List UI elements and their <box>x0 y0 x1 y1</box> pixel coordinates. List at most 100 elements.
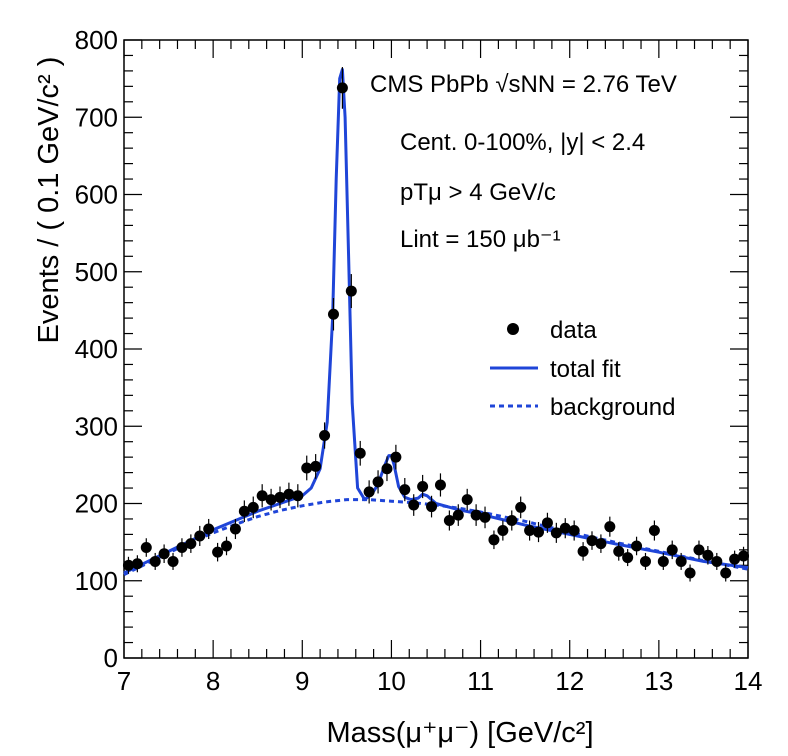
data-marker <box>194 530 206 542</box>
data-point <box>595 534 607 553</box>
data-marker <box>310 460 322 472</box>
data-point <box>541 512 553 533</box>
data-point <box>131 555 143 573</box>
data-marker <box>666 544 678 556</box>
data-point <box>604 516 616 537</box>
data-point <box>488 530 500 550</box>
data-point <box>363 480 375 504</box>
legend-data-label: data <box>550 317 597 344</box>
data-point <box>212 542 224 562</box>
data-marker <box>595 538 607 550</box>
data-marker <box>533 526 545 538</box>
data-point <box>613 542 625 561</box>
data-marker <box>301 462 313 474</box>
data-marker <box>702 549 714 561</box>
data-marker <box>292 490 304 502</box>
data-marker <box>675 555 687 567</box>
experiment-label: CMS PbPb √sNN = 2.76 TeV <box>370 71 677 98</box>
centrality-label: Cent. 0-100%, |y| < 2.4 <box>400 129 645 156</box>
data-marker <box>274 491 286 503</box>
data-marker <box>238 505 250 517</box>
y-tick-label: 400 <box>75 334 118 364</box>
data-marker <box>524 525 536 537</box>
data-marker <box>185 538 197 550</box>
data-point <box>533 522 545 543</box>
data-marker <box>372 476 384 488</box>
data-point <box>470 504 482 526</box>
data-point <box>461 488 473 511</box>
data-point <box>167 552 179 570</box>
data-point <box>675 552 687 570</box>
data-marker <box>167 555 179 567</box>
data-marker <box>122 559 134 571</box>
data-marker <box>604 521 616 533</box>
data-marker <box>327 308 339 320</box>
y-tick-label: 700 <box>75 102 118 132</box>
data-marker <box>417 481 429 493</box>
data-point <box>408 494 420 516</box>
x-tick-label: 13 <box>644 666 673 696</box>
data-point <box>426 495 438 518</box>
data-marker <box>247 501 259 513</box>
data-points <box>122 67 750 582</box>
data-marker <box>648 525 660 537</box>
data-marker <box>443 514 455 526</box>
data-marker <box>639 555 651 567</box>
data-marker <box>541 517 553 529</box>
data-point <box>158 544 170 563</box>
data-point <box>336 67 348 109</box>
y-tick-label: 500 <box>75 257 118 287</box>
data-marker <box>345 285 357 297</box>
data-marker <box>488 534 500 546</box>
data-marker <box>381 463 393 475</box>
data-point <box>140 538 152 557</box>
data-marker <box>720 567 732 579</box>
data-point <box>327 298 339 331</box>
data-marker <box>434 479 446 491</box>
data-point <box>559 518 571 539</box>
x-tick-label: 7 <box>117 666 131 696</box>
data-point <box>301 455 313 481</box>
data-marker <box>506 514 518 526</box>
data-marker <box>399 484 411 496</box>
data-point <box>568 520 580 541</box>
data-point <box>524 520 536 541</box>
data-point <box>417 474 429 499</box>
data-point <box>176 538 188 557</box>
data-point <box>639 552 651 570</box>
data-point <box>354 440 366 466</box>
data-point <box>310 454 322 479</box>
y-axis: 0 100 200 300 400 500 600 700 800 <box>75 25 748 673</box>
data-marker <box>256 490 268 502</box>
data-point <box>622 549 634 567</box>
data-point <box>702 545 714 565</box>
data-marker <box>577 545 589 557</box>
data-point <box>203 518 215 540</box>
luminosity-label: Lint = 150 μb⁻¹ <box>400 226 561 253</box>
data-marker <box>203 523 215 535</box>
pt-cut-label: pTμ > 4 GeV/c <box>400 179 556 206</box>
y-tick-label: 600 <box>75 180 118 210</box>
data-marker <box>479 511 491 523</box>
y-tick-label: 100 <box>75 566 118 596</box>
data-marker <box>684 567 696 579</box>
data-point <box>292 484 304 508</box>
background-fit-curve <box>123 498 749 576</box>
data-marker <box>221 540 233 552</box>
data-point <box>283 482 295 506</box>
y-axis-title: Events / ( 0.1 GeV/c² ) <box>33 57 65 344</box>
data-point <box>497 520 509 541</box>
data-point <box>434 473 446 497</box>
y-tick-label: 200 <box>75 489 118 519</box>
y-tick-label: 800 <box>75 25 118 55</box>
data-marker <box>729 553 741 565</box>
data-marker <box>354 447 366 459</box>
data-marker <box>212 546 224 558</box>
y-tick-label: 300 <box>75 411 118 441</box>
data-point <box>577 542 589 561</box>
data-marker <box>390 451 402 463</box>
data-point <box>586 531 598 550</box>
data-point <box>265 488 277 511</box>
x-tick-label: 9 <box>295 666 309 696</box>
x-tick-label: 12 <box>555 666 584 696</box>
